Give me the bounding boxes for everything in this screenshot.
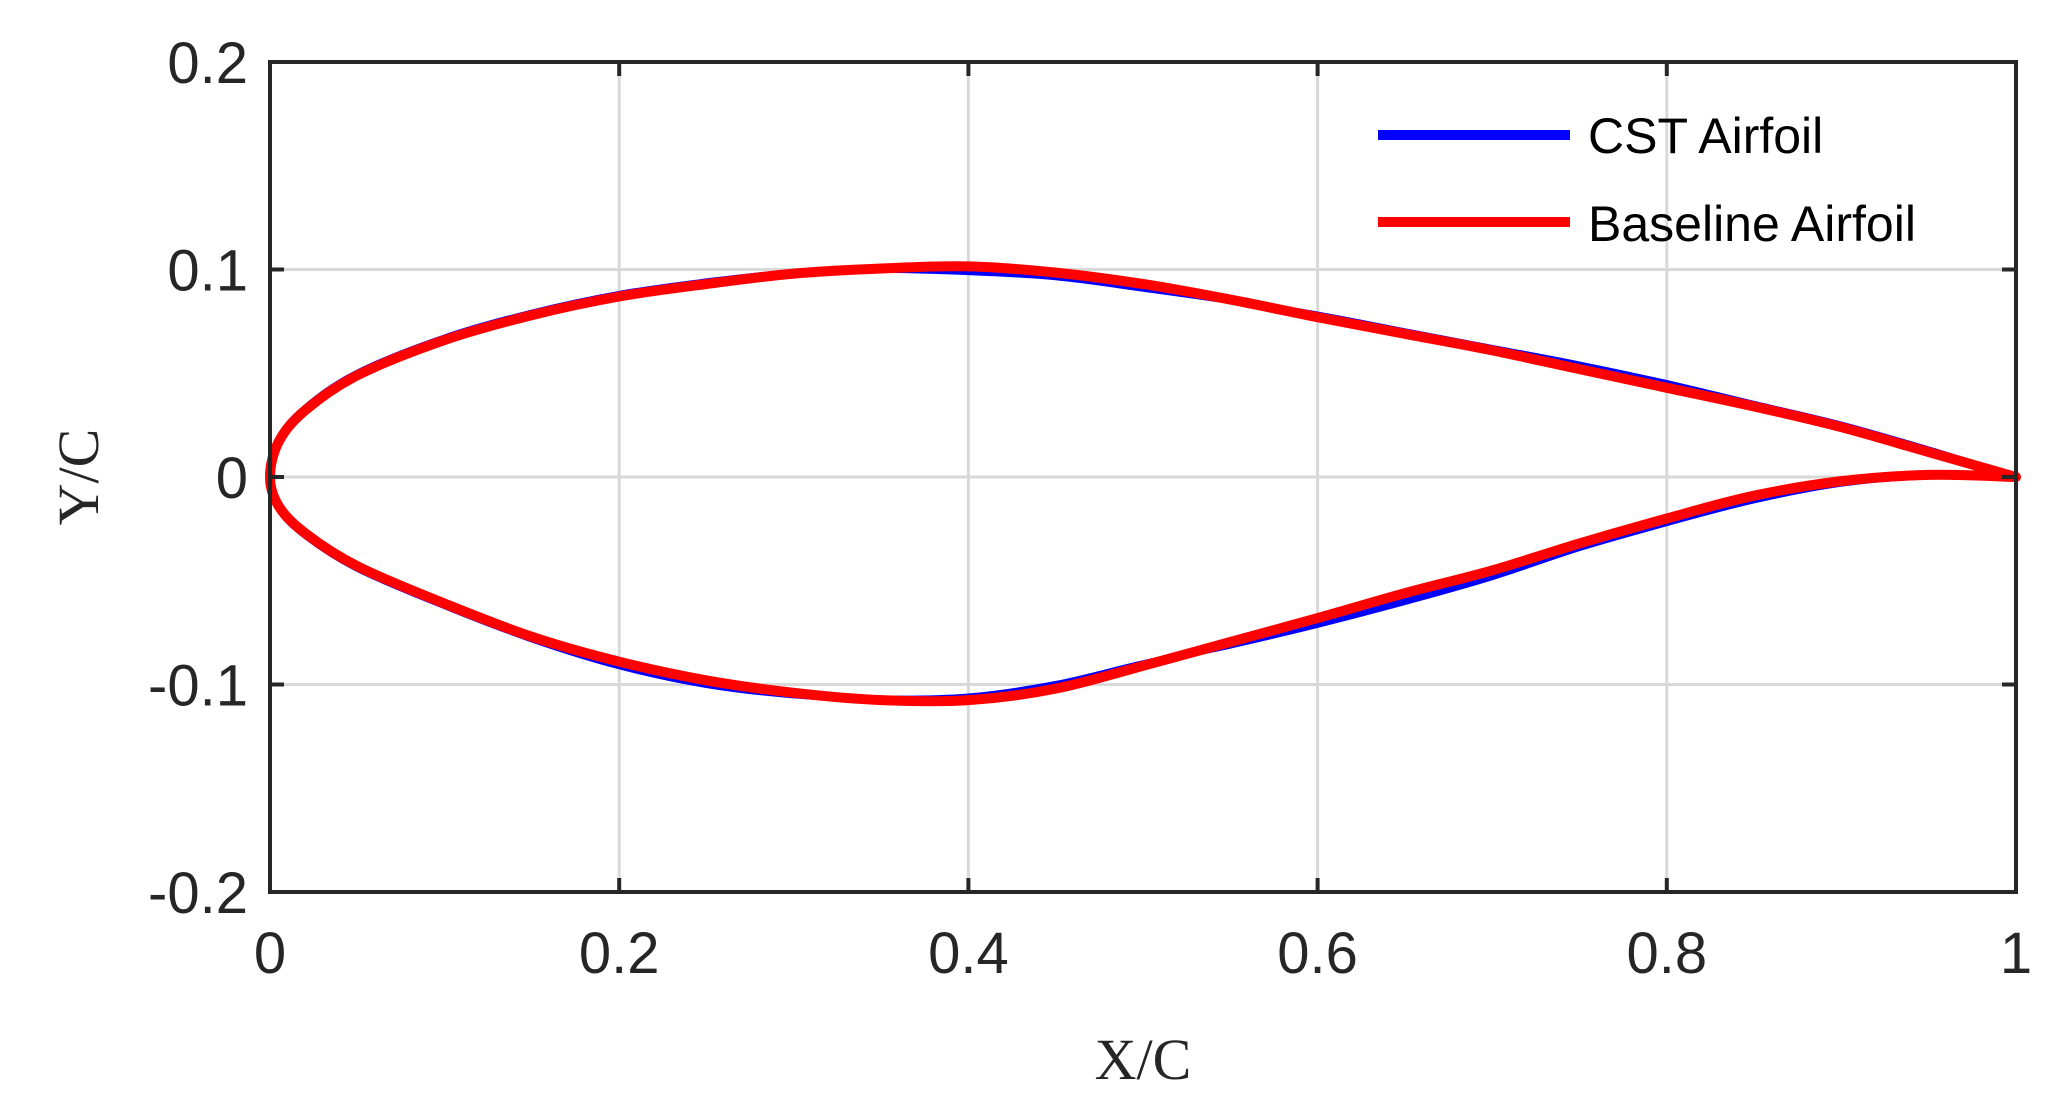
x-tick-label: 0.6 [1277, 921, 1358, 986]
y-tick-label: 0.2 [167, 31, 248, 96]
legend: CST Airfoil Baseline Airfoil [1378, 108, 1916, 252]
y-tick-label: 0 [216, 446, 248, 511]
x-tick-label: 0.4 [928, 921, 1009, 986]
x-tick-label: 1 [2000, 921, 2032, 986]
y-tick-label: 0.1 [167, 239, 248, 304]
tick-labels: 0 0.2 0.4 0.6 0.8 1 -0.2 -0.1 0 0.1 0.2 [148, 31, 2032, 986]
x-tick-label: 0 [254, 921, 286, 986]
x-axis-title: X/C [1095, 1027, 1192, 1092]
legend-label-cst-airfoil: CST Airfoil [1588, 108, 1823, 164]
x-tick-label: 0.8 [1626, 921, 1707, 986]
grid-lines [270, 62, 2016, 892]
y-tick-label: -0.2 [148, 861, 248, 926]
legend-label-baseline-airfoil: Baseline Airfoil [1588, 196, 1916, 252]
y-axis-title: Y/C [46, 429, 111, 526]
axes [268, 60, 2018, 894]
y-tick-label: -0.1 [148, 654, 248, 719]
x-tick-label: 0.2 [579, 921, 660, 986]
